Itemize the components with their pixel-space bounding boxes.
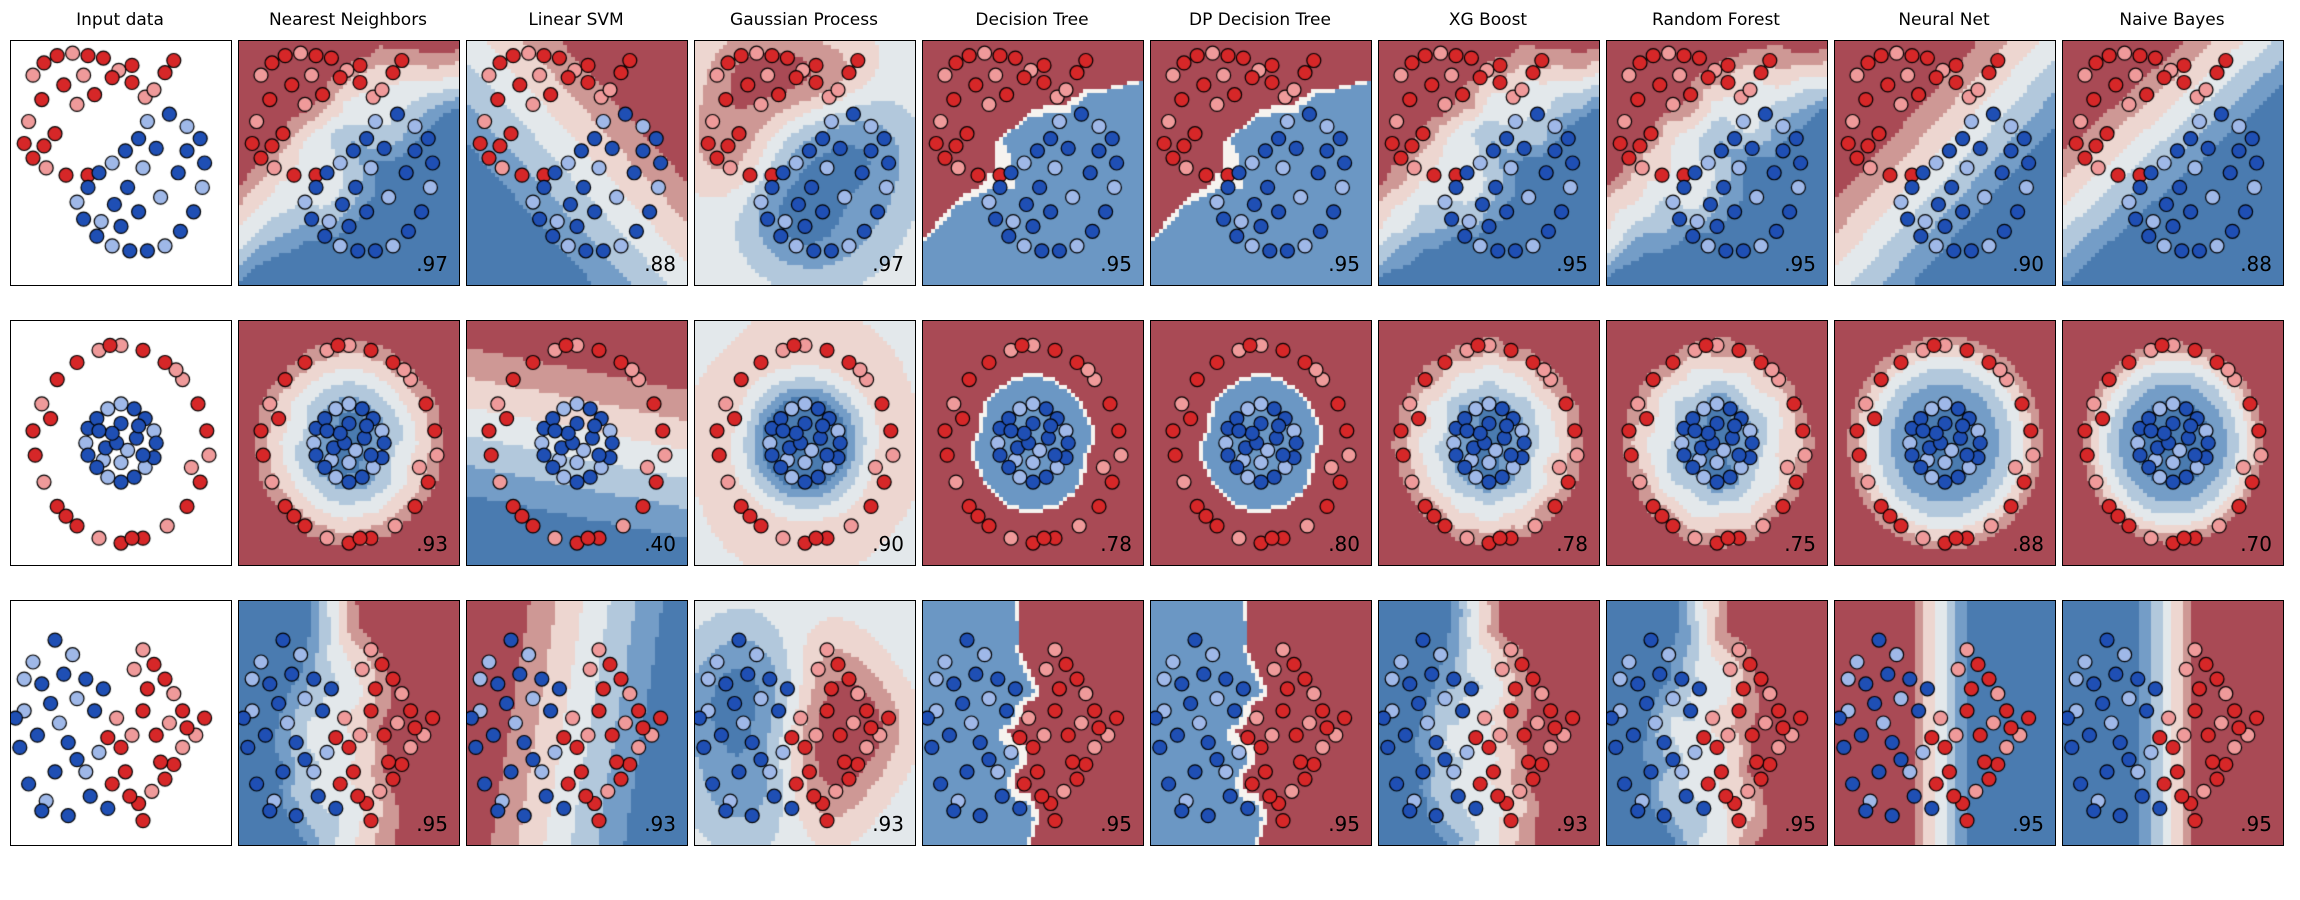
plot-canvas	[1378, 600, 1600, 846]
accuracy-score: .88	[2012, 532, 2044, 556]
cell-moons-dpdt: DP Decision Tree .95	[1150, 10, 1370, 280]
accuracy-score: .93	[1556, 812, 1588, 836]
cell-circles-nb: Naive Bayes.70	[2062, 290, 2282, 560]
plot-canvas	[1150, 40, 1372, 286]
cell-linear-rf: Random Forest.95	[1606, 570, 1826, 840]
plot-canvas	[2062, 40, 2284, 286]
accuracy-score: .88	[2240, 252, 2272, 276]
cell-circles-dpdt: DP Decision Tree.80	[1150, 290, 1370, 560]
plot-canvas	[922, 40, 1144, 286]
plot-canvas	[1834, 320, 2056, 566]
column-title: DP Decision Tree	[1150, 10, 1370, 40]
cell-circles-lsvm: Linear SVM.40	[466, 290, 686, 560]
column-title: Random Forest	[1606, 10, 1826, 40]
cell-circles-dt: Decision Tree.78	[922, 290, 1142, 560]
cell-linear-xgb: XG Boost.93	[1378, 570, 1598, 840]
plot-canvas	[1378, 320, 1600, 566]
accuracy-score: .95	[1328, 812, 1360, 836]
accuracy-score: .95	[1328, 252, 1360, 276]
accuracy-score: .95	[1784, 252, 1816, 276]
plot-canvas	[238, 320, 460, 566]
plot-canvas	[1606, 320, 1828, 566]
accuracy-score: .90	[2012, 252, 2044, 276]
accuracy-score: .95	[416, 812, 448, 836]
plot-canvas	[694, 320, 916, 566]
plot-canvas	[1378, 40, 1600, 286]
column-title: Neural Net	[1834, 10, 2054, 40]
accuracy-score: .78	[1100, 532, 1132, 556]
accuracy-score: .95	[1100, 252, 1132, 276]
cell-moons-rf: Random Forest .95	[1606, 10, 1826, 280]
accuracy-score: .95	[1100, 812, 1132, 836]
accuracy-score: .95	[1556, 252, 1588, 276]
cell-linear-knn: Nearest Neighbors.95	[238, 570, 458, 840]
plot-canvas	[1150, 320, 1372, 566]
plot-canvas	[2062, 320, 2284, 566]
column-title: Linear SVM	[466, 10, 686, 40]
plot-canvas	[694, 40, 916, 286]
plot-canvas	[694, 600, 916, 846]
accuracy-score: .93	[644, 812, 676, 836]
plot-canvas	[466, 320, 688, 566]
cell-circles-nn: Neural Net.88	[1834, 290, 2054, 560]
column-title: Decision Tree	[922, 10, 1142, 40]
column-title: XG Boost	[1378, 10, 1598, 40]
cell-moons-gp: Gaussian Process .97	[694, 10, 914, 280]
plot-canvas	[1834, 40, 2056, 286]
accuracy-score: .80	[1328, 532, 1360, 556]
cell-moons-dt: Decision Tree .95	[922, 10, 1142, 280]
cell-moons-input: Input data	[10, 10, 230, 280]
cell-moons-nb: Naive Bayes .88	[2062, 10, 2282, 280]
plot-canvas	[238, 600, 460, 846]
cell-linear-nb: Naive Bayes.95	[2062, 570, 2282, 840]
cell-linear-gp: Gaussian Process.93	[694, 570, 914, 840]
plot-canvas	[1150, 600, 1372, 846]
accuracy-score: .95	[1784, 812, 1816, 836]
accuracy-score: .93	[416, 532, 448, 556]
accuracy-score: .40	[644, 532, 676, 556]
plot-canvas	[10, 320, 232, 566]
cell-linear-dpdt: DP Decision Tree.95	[1150, 570, 1370, 840]
cell-linear-dt: Decision Tree.95	[922, 570, 1142, 840]
plot-canvas	[1606, 40, 1828, 286]
accuracy-score: .95	[2012, 812, 2044, 836]
accuracy-score: .78	[1556, 532, 1588, 556]
cell-linear-nn: Neural Net.95	[1834, 570, 2054, 840]
plot-canvas	[1834, 600, 2056, 846]
classifier-comparison-grid: Input data Nearest Neighbors .97 Linear SVM…	[0, 0, 2292, 850]
plot-canvas	[466, 40, 688, 286]
accuracy-score: .97	[872, 252, 904, 276]
accuracy-score: .93	[872, 812, 904, 836]
cell-circles-xgb: XG Boost.78	[1378, 290, 1598, 560]
accuracy-score: .90	[872, 532, 904, 556]
plot-canvas	[466, 600, 688, 846]
plot-canvas	[10, 40, 232, 286]
cell-moons-lsvm: Linear SVM .88	[466, 10, 686, 280]
column-title: Gaussian Process	[694, 10, 914, 40]
column-title: Nearest Neighbors	[238, 10, 458, 40]
cell-circles-knn: Nearest Neighbors.93	[238, 290, 458, 560]
cell-circles-input: Input data	[10, 290, 230, 560]
accuracy-score: .97	[416, 252, 448, 276]
column-title: Input data	[10, 10, 230, 40]
cell-circles-rf: Random Forest.75	[1606, 290, 1826, 560]
column-title: Naive Bayes	[2062, 10, 2282, 40]
plot-canvas	[1606, 600, 1828, 846]
cell-linear-input: Input data	[10, 570, 230, 840]
plot-canvas	[238, 40, 460, 286]
plot-canvas	[2062, 600, 2284, 846]
cell-moons-knn: Nearest Neighbors .97	[238, 10, 458, 280]
accuracy-score: .88	[644, 252, 676, 276]
cell-linear-lsvm: Linear SVM.93	[466, 570, 686, 840]
plot-canvas	[10, 600, 232, 846]
accuracy-score: .70	[2240, 532, 2272, 556]
cell-circles-gp: Gaussian Process.90	[694, 290, 914, 560]
accuracy-score: .75	[1784, 532, 1816, 556]
cell-moons-nn: Neural Net .90	[1834, 10, 2054, 280]
plot-canvas	[922, 600, 1144, 846]
cell-moons-xgb: XG Boost .95	[1378, 10, 1598, 280]
accuracy-score: .95	[2240, 812, 2272, 836]
plot-canvas	[922, 320, 1144, 566]
